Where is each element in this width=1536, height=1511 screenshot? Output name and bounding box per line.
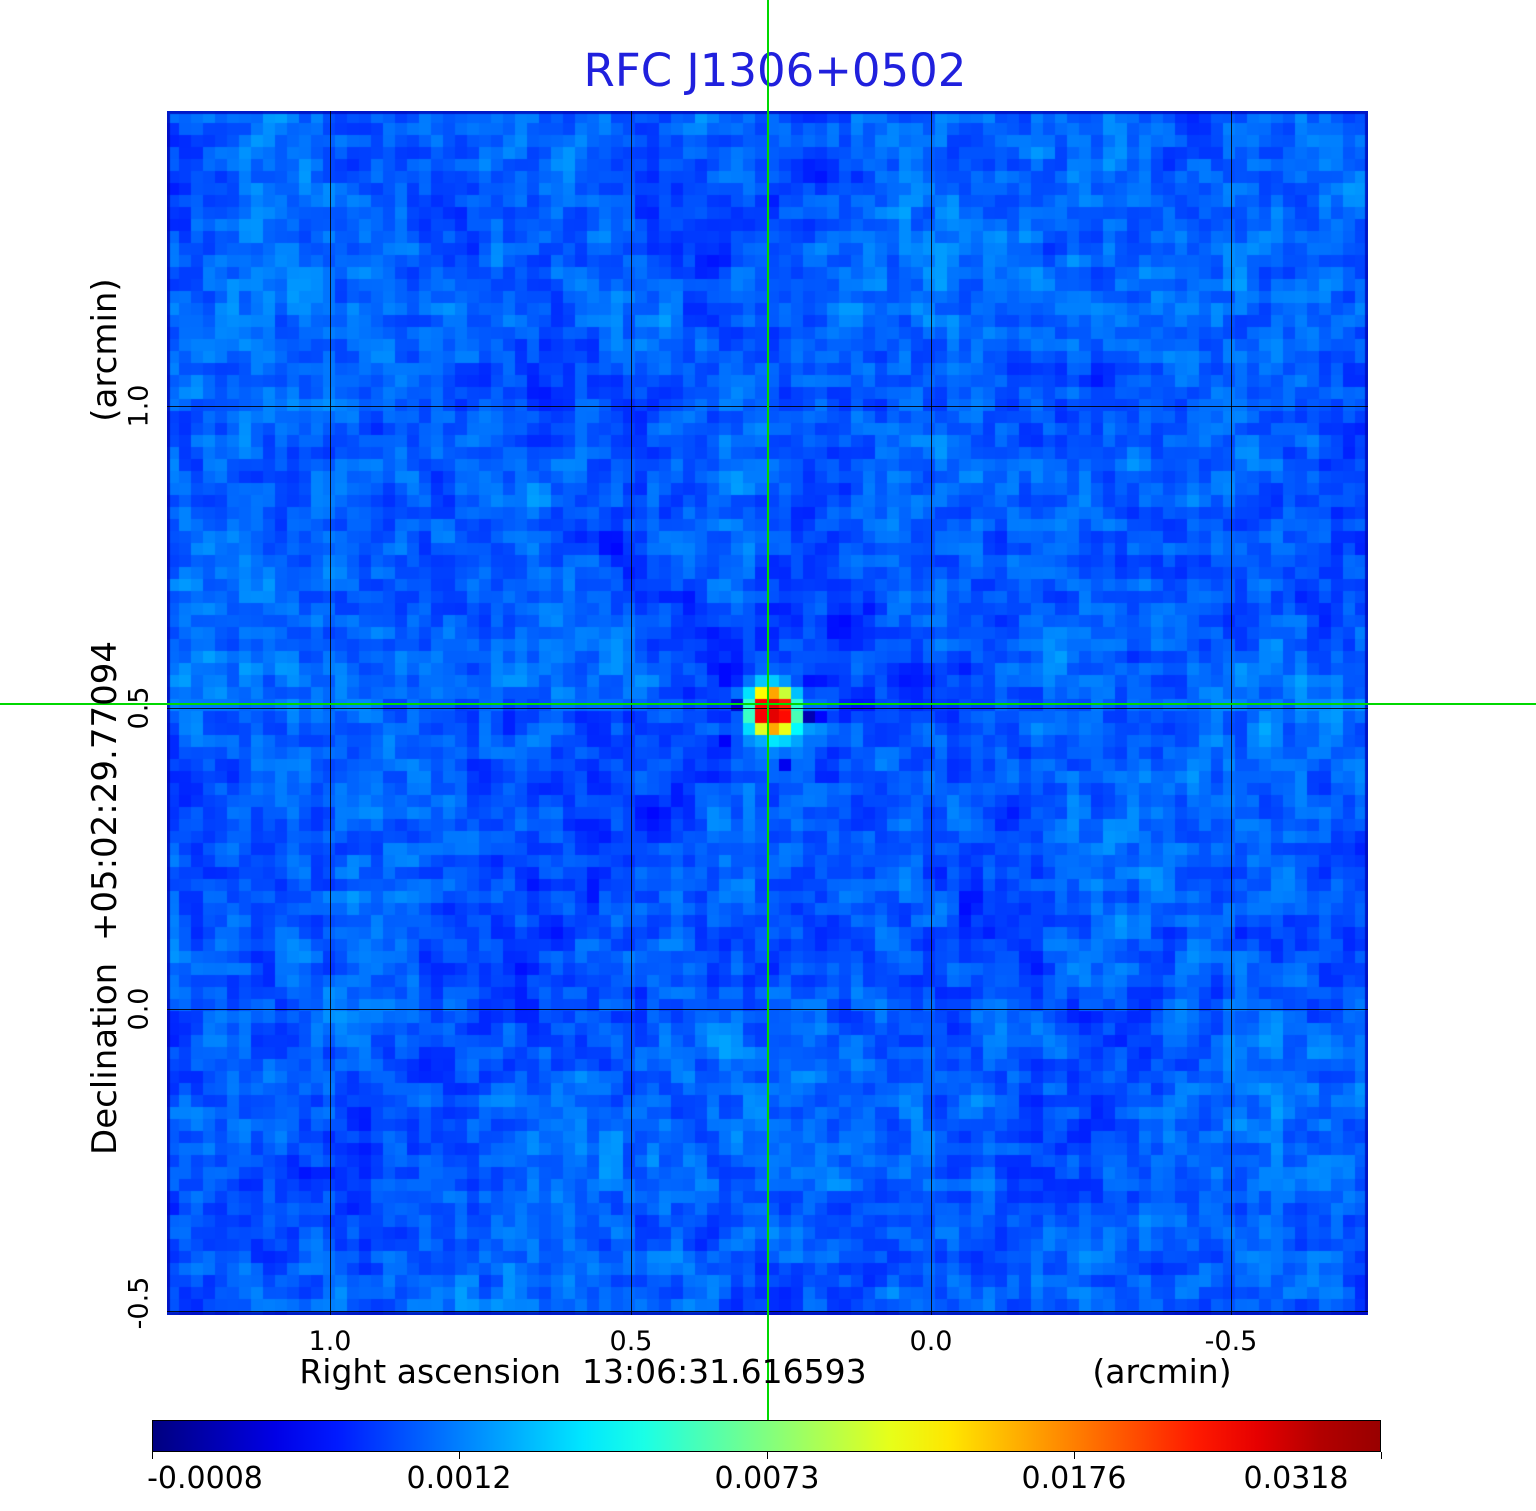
y-tick-label: -0.5 bbox=[123, 1276, 155, 1330]
chart-title: RFC J1306+0502 bbox=[583, 44, 967, 97]
y-tick-label: 1.0 bbox=[123, 384, 155, 428]
colorbar-tick bbox=[1381, 1452, 1382, 1459]
gridline-vertical bbox=[931, 111, 932, 1315]
y-axis-unit: (arcmin) bbox=[85, 278, 125, 422]
colorbar-tick-label: 0.0012 bbox=[406, 1461, 512, 1496]
colorbar-tick-label: 0.0073 bbox=[714, 1461, 820, 1496]
x-axis-unit: (arcmin) bbox=[1092, 1352, 1232, 1391]
crosshair-horizontal-line bbox=[0, 703, 1536, 705]
crosshair-vertical-line bbox=[767, 0, 769, 1420]
y-axis-title: Declination +05:02:29.77094 bbox=[85, 641, 125, 1155]
x-tick-label: 0.5 bbox=[609, 1326, 653, 1357]
colorbar-tick bbox=[459, 1452, 460, 1459]
colorbar-tick-label: 0.0318 bbox=[1243, 1461, 1349, 1496]
gridline-vertical bbox=[631, 111, 632, 1315]
colorbar-tick bbox=[152, 1452, 153, 1459]
y-tick-label: 0.0 bbox=[123, 987, 155, 1031]
gridline-vertical bbox=[330, 111, 331, 1315]
y-tick-label: 0.5 bbox=[123, 686, 155, 730]
colorbar-gradient bbox=[152, 1420, 1381, 1452]
colorbar-tick bbox=[767, 1452, 768, 1459]
gridline-vertical bbox=[1231, 111, 1232, 1315]
x-axis-title: Right ascension 13:06:31.616593 bbox=[299, 1352, 867, 1391]
colorbar-tick bbox=[1074, 1452, 1075, 1459]
colorbar-tick-label: 0.0176 bbox=[1021, 1461, 1127, 1496]
x-tick-label: -0.5 bbox=[1204, 1326, 1258, 1357]
x-tick-label: 0.0 bbox=[909, 1326, 953, 1357]
x-tick-label: 1.0 bbox=[308, 1326, 352, 1357]
colorbar-tick-label: -0.0008 bbox=[147, 1461, 263, 1496]
